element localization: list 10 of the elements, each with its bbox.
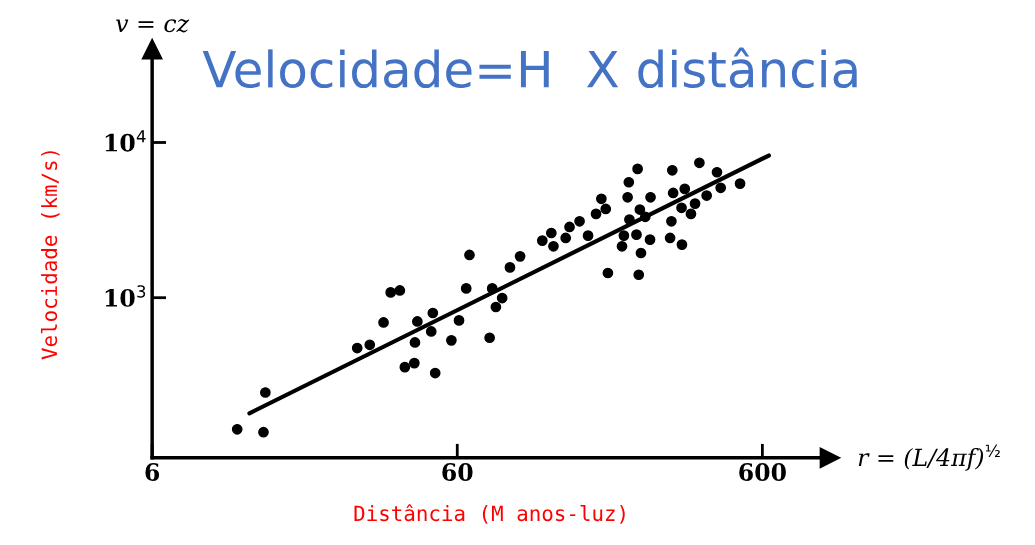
y-tick-label: 10$^{3}$: [105, 285, 146, 307]
text: v = cz: [116, 19, 190, 33]
x-tick-label: 600: [739, 463, 786, 481]
text: r = (L/4πf)$^{½}$: [858, 444, 1000, 471]
x-tick-label: 60: [442, 463, 473, 481]
x-tick-label: 6: [145, 463, 160, 481]
y-axis-title: Velocidade (km/s): [40, 151, 60, 360]
chart-title: Velocidade=H X distância: [202, 47, 857, 89]
x-axis-title: Distância (M anos-luz): [354, 504, 625, 524]
y-tick-label: 10$^{4}$: [105, 130, 146, 152]
